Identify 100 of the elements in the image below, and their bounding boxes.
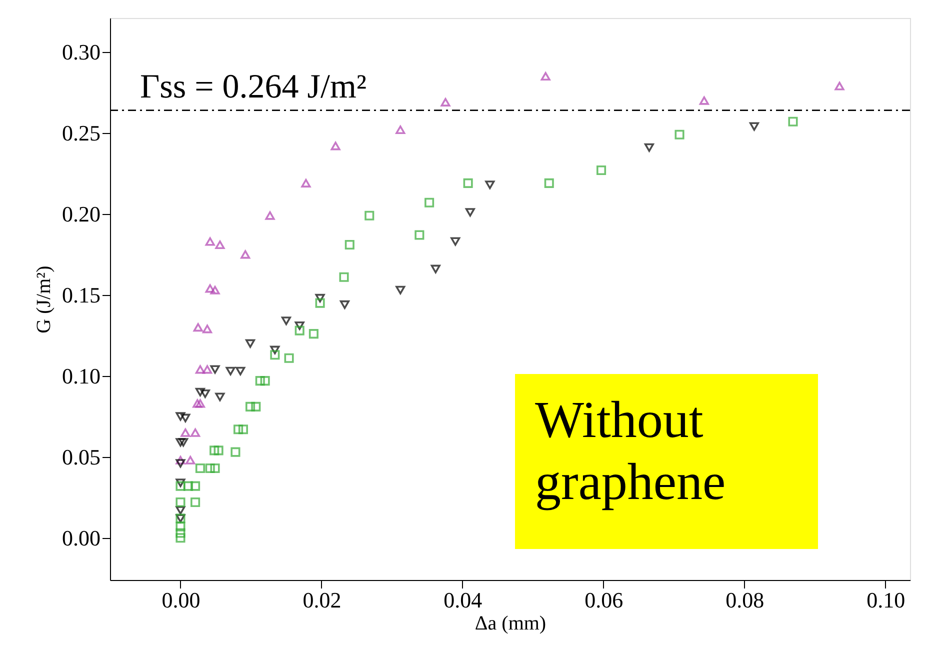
point <box>245 402 256 412</box>
point <box>788 116 798 126</box>
point <box>281 316 291 326</box>
point <box>200 389 210 398</box>
point <box>440 98 450 106</box>
point <box>176 522 186 532</box>
point <box>205 237 215 246</box>
point <box>749 122 759 131</box>
point <box>176 412 186 421</box>
ref-line-label: Γss = 0.264 J/m² <box>140 68 367 106</box>
point <box>270 346 280 354</box>
y-tick-label: 0.05 <box>62 444 100 470</box>
point <box>699 96 709 105</box>
point <box>205 284 215 293</box>
point <box>180 428 190 437</box>
x-tick-label: 0.04 <box>444 588 482 612</box>
point <box>193 323 203 332</box>
point <box>294 326 304 336</box>
point <box>234 424 244 434</box>
point <box>396 286 406 294</box>
point <box>540 72 550 81</box>
point <box>214 446 224 456</box>
point <box>215 240 225 249</box>
point <box>195 388 205 396</box>
point <box>176 478 186 488</box>
point <box>215 392 225 402</box>
point <box>210 365 220 374</box>
point <box>178 438 188 447</box>
point <box>308 329 318 339</box>
y-tick-label: 0.00 <box>62 525 100 550</box>
x-tick-label: 0.10 <box>866 588 906 612</box>
point <box>251 402 261 412</box>
point <box>424 198 434 208</box>
annotation: Without graphene <box>535 392 726 511</box>
point <box>834 82 844 90</box>
point <box>192 399 202 408</box>
point <box>176 481 186 491</box>
point <box>301 178 311 188</box>
y-tick-label: 0.25 <box>62 120 100 146</box>
point <box>176 459 186 468</box>
point <box>176 497 186 508</box>
x-tick-label: 0.06 <box>584 588 624 612</box>
point <box>450 237 460 246</box>
x-tick-label: 0.00 <box>162 588 200 612</box>
point <box>176 456 186 464</box>
point <box>236 366 246 376</box>
x-tick-label: 0.08 <box>726 588 764 612</box>
point <box>396 126 406 134</box>
x-tick-label: 0.02 <box>302 588 342 612</box>
y-tick-label: 0.20 <box>62 201 100 226</box>
point <box>238 424 248 434</box>
point <box>202 324 212 334</box>
point <box>294 321 304 330</box>
point <box>176 533 186 543</box>
point <box>210 286 220 294</box>
point <box>186 456 196 464</box>
y-tick-label: 0.30 <box>62 40 100 65</box>
point <box>226 366 236 376</box>
point <box>596 165 606 176</box>
point <box>284 353 294 363</box>
point <box>202 365 212 374</box>
point <box>644 143 654 152</box>
point <box>465 208 475 217</box>
point <box>190 428 200 437</box>
point <box>544 178 554 188</box>
point <box>176 506 186 515</box>
point <box>674 130 684 140</box>
point <box>190 481 200 491</box>
point <box>414 230 424 240</box>
point <box>364 210 374 220</box>
point <box>463 178 473 188</box>
point <box>265 211 275 220</box>
point <box>240 250 250 259</box>
point <box>270 350 280 360</box>
x-axis-title: Δa (mm) <box>474 612 546 634</box>
point <box>255 376 265 386</box>
point <box>183 481 194 491</box>
point <box>205 463 215 474</box>
point <box>210 463 220 474</box>
point <box>430 264 440 274</box>
point <box>190 497 200 508</box>
y-axis-title: G (J/m²) <box>33 266 55 334</box>
point <box>180 414 190 422</box>
point <box>195 463 205 474</box>
point <box>195 399 205 408</box>
y-tick-label: 0.10 <box>62 363 100 388</box>
point <box>210 446 220 456</box>
point <box>230 447 240 457</box>
point <box>485 180 495 190</box>
point <box>315 294 325 302</box>
point <box>260 376 270 386</box>
point <box>176 438 186 447</box>
point <box>195 365 205 374</box>
point <box>344 240 354 250</box>
point <box>315 298 325 308</box>
point <box>176 528 186 538</box>
y-tick-label: 0.15 <box>62 282 100 308</box>
point <box>339 272 349 282</box>
point <box>245 339 256 348</box>
point <box>340 300 350 309</box>
